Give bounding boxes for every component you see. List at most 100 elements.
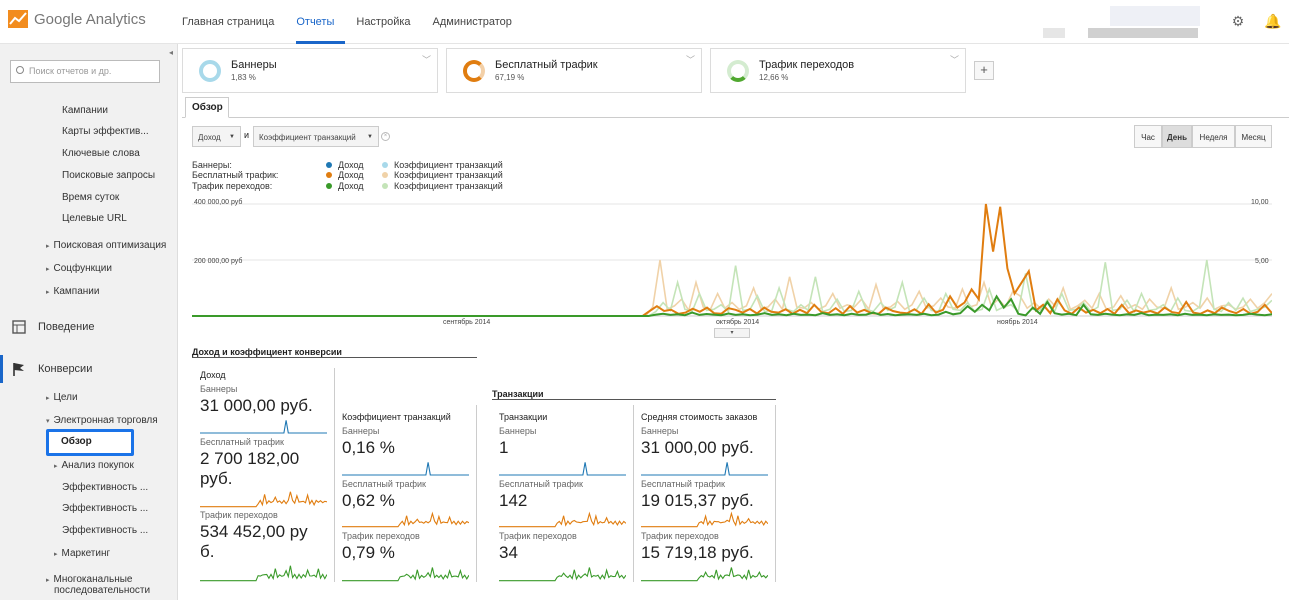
sidebar-item-seo[interactable]: ▸ Поисковая оптимизация xyxy=(46,240,166,251)
sparkline xyxy=(200,565,327,582)
segment-name: Баннеры xyxy=(231,59,277,71)
sidebar-item-effectiveness-2[interactable]: Эффективность ... xyxy=(62,503,149,514)
triangle-right-icon: ▸ xyxy=(46,395,50,402)
sidebar-item-label: Поисковая оптимизация xyxy=(53,240,167,251)
nav-reports[interactable]: Отчеты xyxy=(296,0,346,44)
legend-text: Коэффициент транзакций xyxy=(394,170,503,180)
chevron-down-icon[interactable]: ﹀ xyxy=(949,55,959,65)
metric-and-label: и xyxy=(244,130,250,140)
x-tick-label: сентябрь 2014 xyxy=(443,319,491,326)
segment-card-free-traffic[interactable]: Бесплатный трафик 67,19 % ﹀ xyxy=(446,48,702,93)
sparkline-path xyxy=(499,567,626,582)
legend-row-label: Трафик переходов: xyxy=(192,181,273,191)
metric-segment-label: Бесплатный трафик xyxy=(641,479,725,489)
legend-entry: Коэффициент транзакций xyxy=(382,160,503,170)
segment-card-referral-traffic[interactable]: Трафик переходов 12,66 % ﹀ xyxy=(710,48,966,93)
sidebar-item-shopping-analysis[interactable]: ▸ Анализ покупок xyxy=(54,460,134,471)
nav-home[interactable]: Главная страница xyxy=(182,16,275,28)
period-day[interactable]: День xyxy=(1162,125,1192,148)
x-tick-label: ноябрь 2014 xyxy=(997,319,1038,326)
nav-admin[interactable]: Администратор xyxy=(432,16,512,28)
column-divider xyxy=(476,405,477,582)
sidebar-item-effectiveness-maps[interactable]: Карты эффектив... xyxy=(62,126,149,137)
sidebar-item-ecommerce[interactable]: ▾ Электронная торговля xyxy=(46,415,158,426)
sparkline-path xyxy=(342,511,469,528)
sparkline xyxy=(200,491,327,508)
app-title: Google Analytics xyxy=(34,10,146,28)
legend-row-label: Бесплатный трафик: xyxy=(192,170,279,180)
bell-icon[interactable]: 🔔 xyxy=(1264,13,1282,29)
metric-value: 0,62 % xyxy=(342,491,395,510)
y-left-tick: 200 000,00 руб xyxy=(194,258,243,265)
period-month[interactable]: Месяц xyxy=(1235,125,1272,148)
app-logo[interactable]: Google Analytics xyxy=(8,10,146,28)
metric-title: Коэффициент транзакций xyxy=(342,412,451,422)
tab-overview[interactable]: Обзор xyxy=(185,97,229,118)
sparkline-path xyxy=(200,420,327,434)
sidebar-section-behavior[interactable]: Поведение xyxy=(12,320,95,334)
legend-dot-icon xyxy=(326,183,332,189)
metric2-select[interactable]: Коэффициент транзакций ▼ xyxy=(253,126,379,147)
chart-resize-handle[interactable]: ▾ xyxy=(714,328,750,338)
sparkline xyxy=(499,462,626,476)
sidebar-item-multichannel[interactable]: ▸ Многоканальные xyxy=(46,574,132,585)
triangle-right-icon: ▸ xyxy=(46,243,50,250)
metric-value: 2 700 182,00 xyxy=(200,449,300,468)
triangle-right-icon: ▸ xyxy=(54,463,58,470)
metric-segment-label: Бесплатный трафик xyxy=(499,479,583,489)
chevron-down-icon[interactable]: ﹀ xyxy=(421,55,431,65)
sidebar-item-effectiveness-1[interactable]: Эффективность ... xyxy=(62,482,149,493)
period-hour[interactable]: Час xyxy=(1134,125,1162,148)
sidebar-item-campaigns-group[interactable]: ▸ Кампании xyxy=(46,286,99,297)
sidebar-item-time-of-day[interactable]: Время суток xyxy=(62,192,120,203)
x-tick-label: октябрь 2014 xyxy=(716,319,760,326)
sparkline-path xyxy=(342,462,469,476)
sidebar-item-target-urls[interactable]: Целевые URL xyxy=(62,213,127,224)
search-placeholder: Поиск отчетов и др. xyxy=(29,66,112,76)
main-line-chart[interactable] xyxy=(192,196,1272,331)
sidebar-item-keywords[interactable]: Ключевые слова xyxy=(62,148,140,159)
sidebar-item-search-queries[interactable]: Поисковые запросы xyxy=(62,170,156,181)
legend-entry: Коэффициент транзакций xyxy=(382,170,503,180)
metric-title: Средняя стоимость заказов xyxy=(641,412,758,422)
column-divider xyxy=(334,368,335,582)
sidebar-item-marketing[interactable]: ▸ Маркетинг xyxy=(54,548,110,559)
collapse-sidebar-icon[interactable]: ◂ xyxy=(168,48,173,57)
sidebar-item-label: Кампании xyxy=(53,286,100,297)
metric-value: 19 015,37 руб. xyxy=(641,491,754,510)
add-segment-button[interactable]: + xyxy=(974,61,994,80)
metric-segment-label: Бесплатный трафик xyxy=(342,479,426,489)
sidebar-item-effectiveness-3[interactable]: Эффективность ... xyxy=(62,525,149,536)
segment-name: Бесплатный трафик xyxy=(495,59,598,71)
legend-entry: Коэффициент транзакций xyxy=(382,181,503,191)
metric-segment-label: Баннеры xyxy=(342,426,380,436)
search-icon xyxy=(16,66,24,74)
metric1-select[interactable]: Доход ▼ xyxy=(192,126,241,147)
segment-share: 12,66 % xyxy=(759,73,789,82)
metric-value: 1 xyxy=(499,438,509,457)
sidebar-section-conversions[interactable]: Конверсии xyxy=(12,362,92,376)
legend-dot-icon xyxy=(382,162,388,168)
chevron-down-icon[interactable]: ﹀ xyxy=(685,55,695,65)
segment-card-banners[interactable]: Баннеры 1,83 % ﹀ xyxy=(182,48,438,93)
sidebar-item-overview[interactable]: Обзор xyxy=(46,429,134,456)
legend-row-label: Баннеры: xyxy=(192,160,232,170)
remove-metric-icon[interactable]: × xyxy=(381,132,390,141)
sidebar-item-social[interactable]: ▸ Соцфункции xyxy=(46,263,112,274)
sparkline xyxy=(342,511,469,528)
legend-dot-icon xyxy=(326,162,332,168)
sidebar-item-goals[interactable]: ▸ Цели xyxy=(46,392,78,403)
gear-icon[interactable]: ⚙ xyxy=(1231,13,1245,29)
nav-settings[interactable]: Настройка xyxy=(356,16,411,28)
sparkline-path xyxy=(641,567,768,582)
sparkline xyxy=(641,462,768,476)
sidebar-item-label: Анализ покупок xyxy=(61,460,134,471)
period-week[interactable]: Неделя xyxy=(1192,125,1235,148)
sparkline-path xyxy=(342,567,469,582)
sidebar-item-multichannel-2[interactable]: последовательности xyxy=(54,585,151,596)
sidebar-item-label: Электронная торговля xyxy=(53,415,158,426)
triangle-right-icon: ▸ xyxy=(46,577,50,584)
sidebar-item-campaigns[interactable]: Кампании xyxy=(62,105,108,116)
search-input[interactable]: Поиск отчетов и др. xyxy=(10,60,160,83)
metric-segment-label: Трафик переходов xyxy=(499,531,577,541)
